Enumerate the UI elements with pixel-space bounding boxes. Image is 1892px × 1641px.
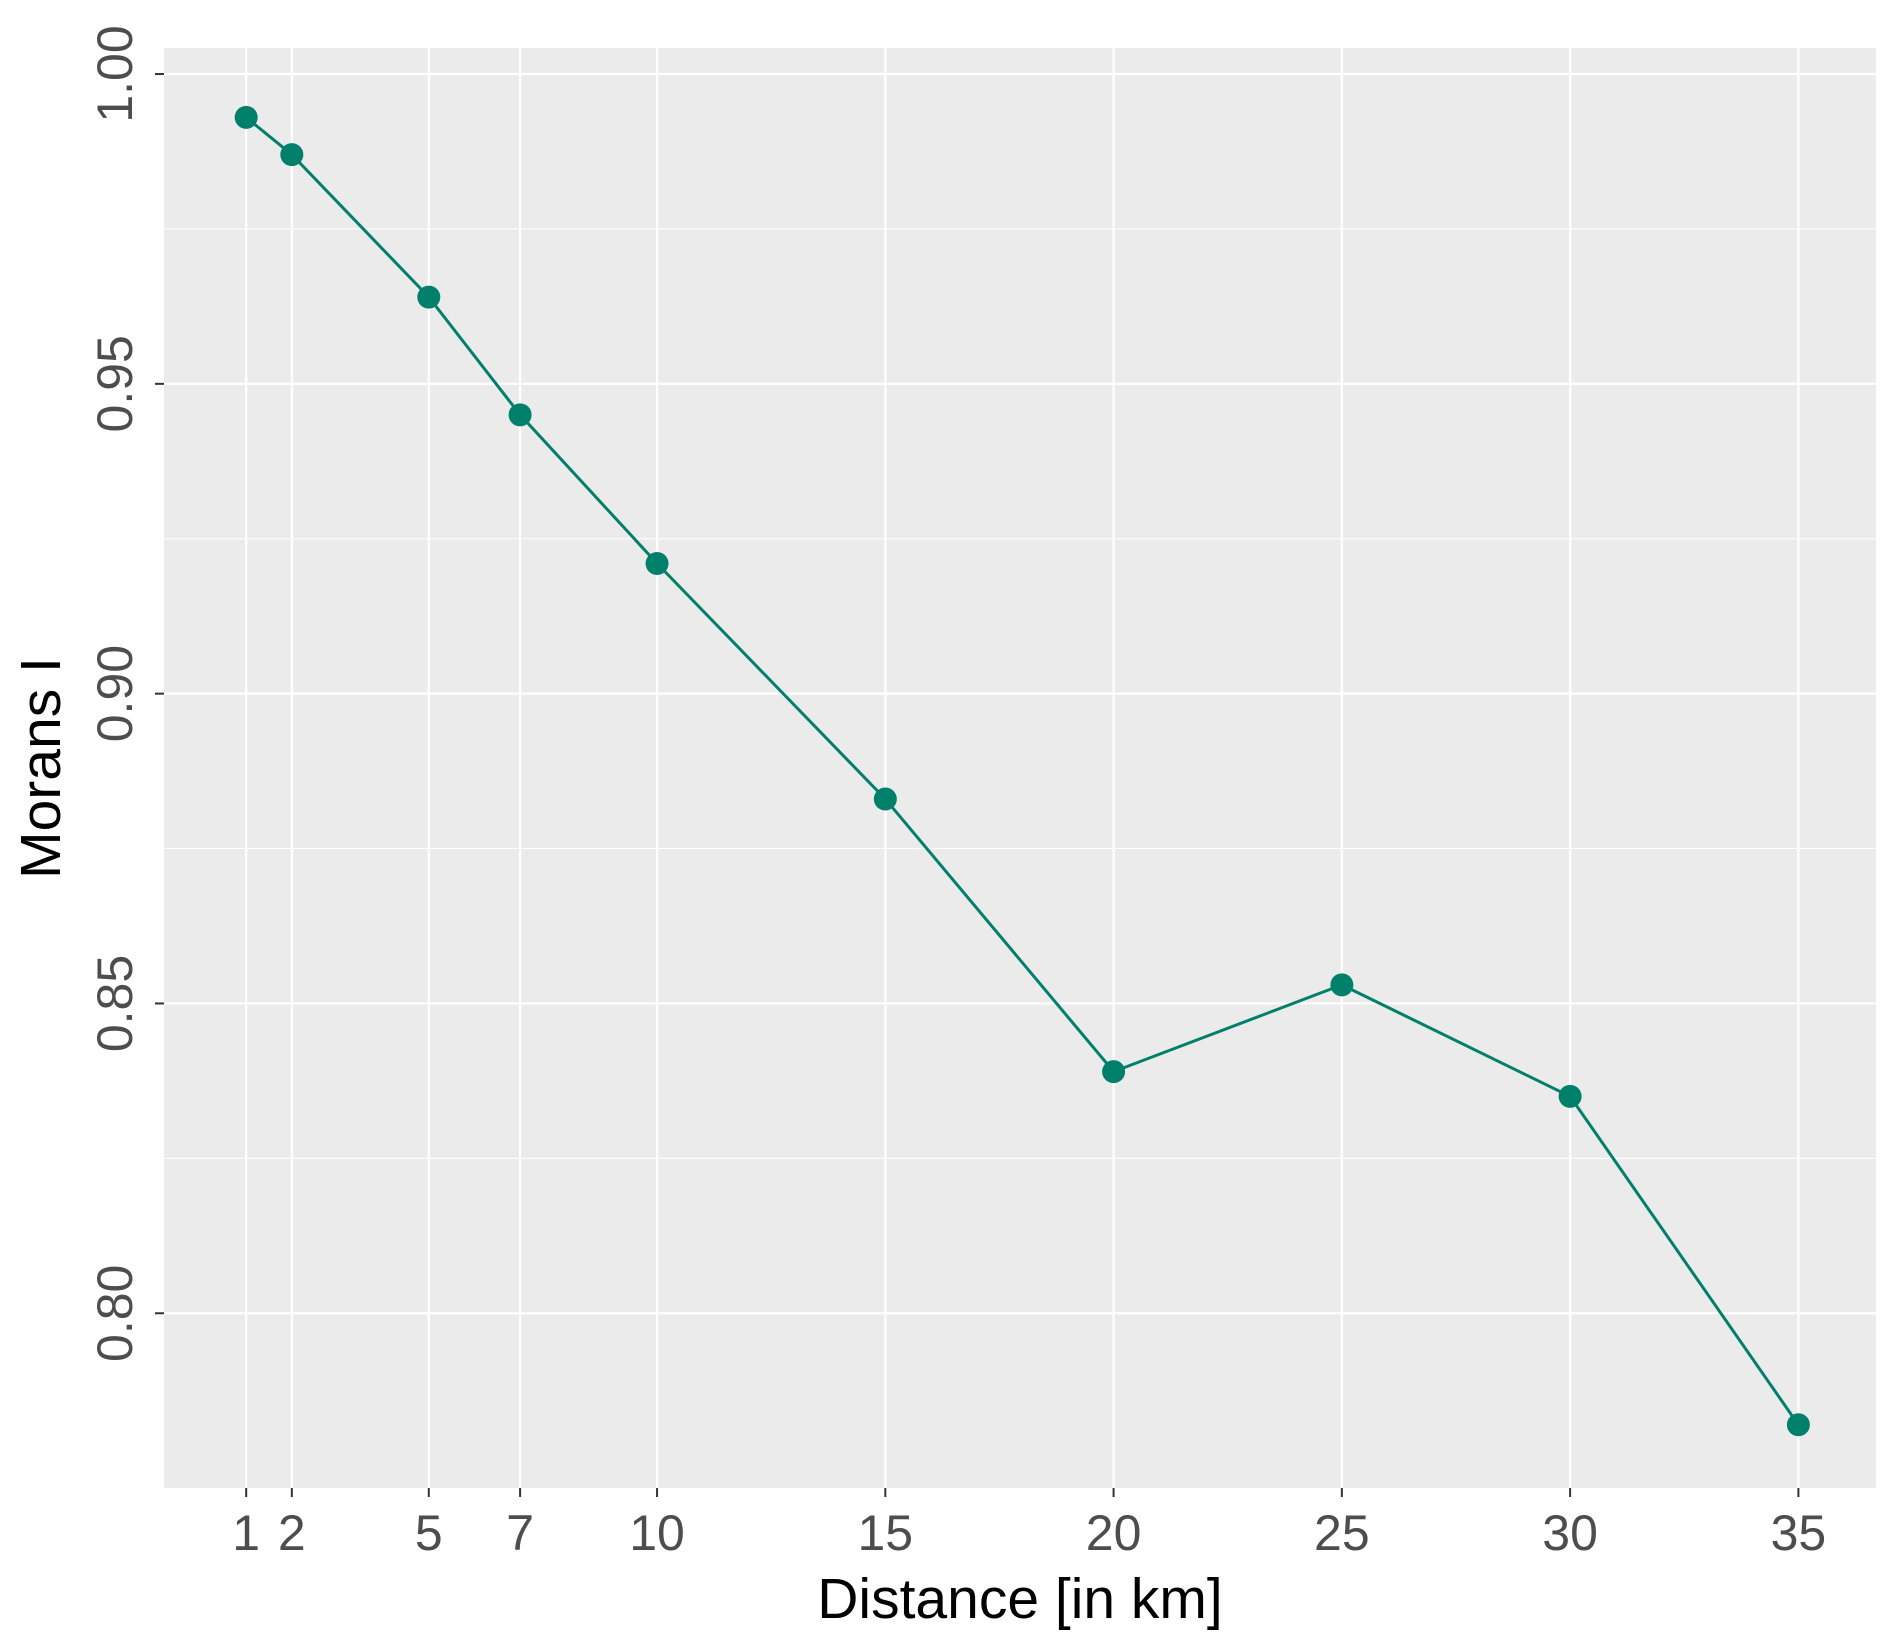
data-point <box>873 787 897 811</box>
y-axis-title: Morans I <box>9 657 73 879</box>
series-line-layer <box>245 116 1800 1426</box>
x-tick-label: 20 <box>1086 1505 1142 1561</box>
y-tick-label: 0.85 <box>87 955 143 1052</box>
tick-labels: 0.800.850.900.951.001 2 5 7 10 15 20 25 30 35 <box>87 25 1826 1561</box>
x-tick-label: 10 <box>629 1505 685 1561</box>
y-tick-label: 0.90 <box>87 645 143 742</box>
x-axis-title: Distance [in km] <box>817 1567 1222 1631</box>
data-point <box>508 403 532 427</box>
x-tick-label: 5 <box>415 1505 443 1561</box>
y-tick-label: 0.80 <box>87 1265 143 1362</box>
x-tick-label: 15 <box>858 1505 914 1561</box>
data-point <box>1102 1060 1126 1084</box>
data-point <box>1330 973 1354 997</box>
x-tick-label: 25 <box>1314 1505 1370 1561</box>
data-points <box>234 105 1810 1437</box>
series-line <box>245 116 1800 1426</box>
x-tick-label: 7 <box>506 1505 534 1561</box>
x-tick-label: 1 <box>232 1505 260 1561</box>
x-tick-label: 35 <box>1771 1505 1827 1561</box>
data-point <box>234 105 258 129</box>
y-tick-label: 0.95 <box>87 335 143 432</box>
data-point <box>645 552 669 576</box>
panel-background <box>164 48 1876 1488</box>
data-point <box>280 143 304 167</box>
axis-ticks <box>155 73 1800 1497</box>
data-point <box>1558 1084 1582 1108</box>
x-tick-label: 30 <box>1542 1505 1598 1561</box>
data-point <box>1786 1413 1810 1437</box>
y-tick-label: 1.00 <box>87 25 143 122</box>
x-tick-label: 2 <box>278 1505 306 1561</box>
data-point <box>417 285 441 309</box>
